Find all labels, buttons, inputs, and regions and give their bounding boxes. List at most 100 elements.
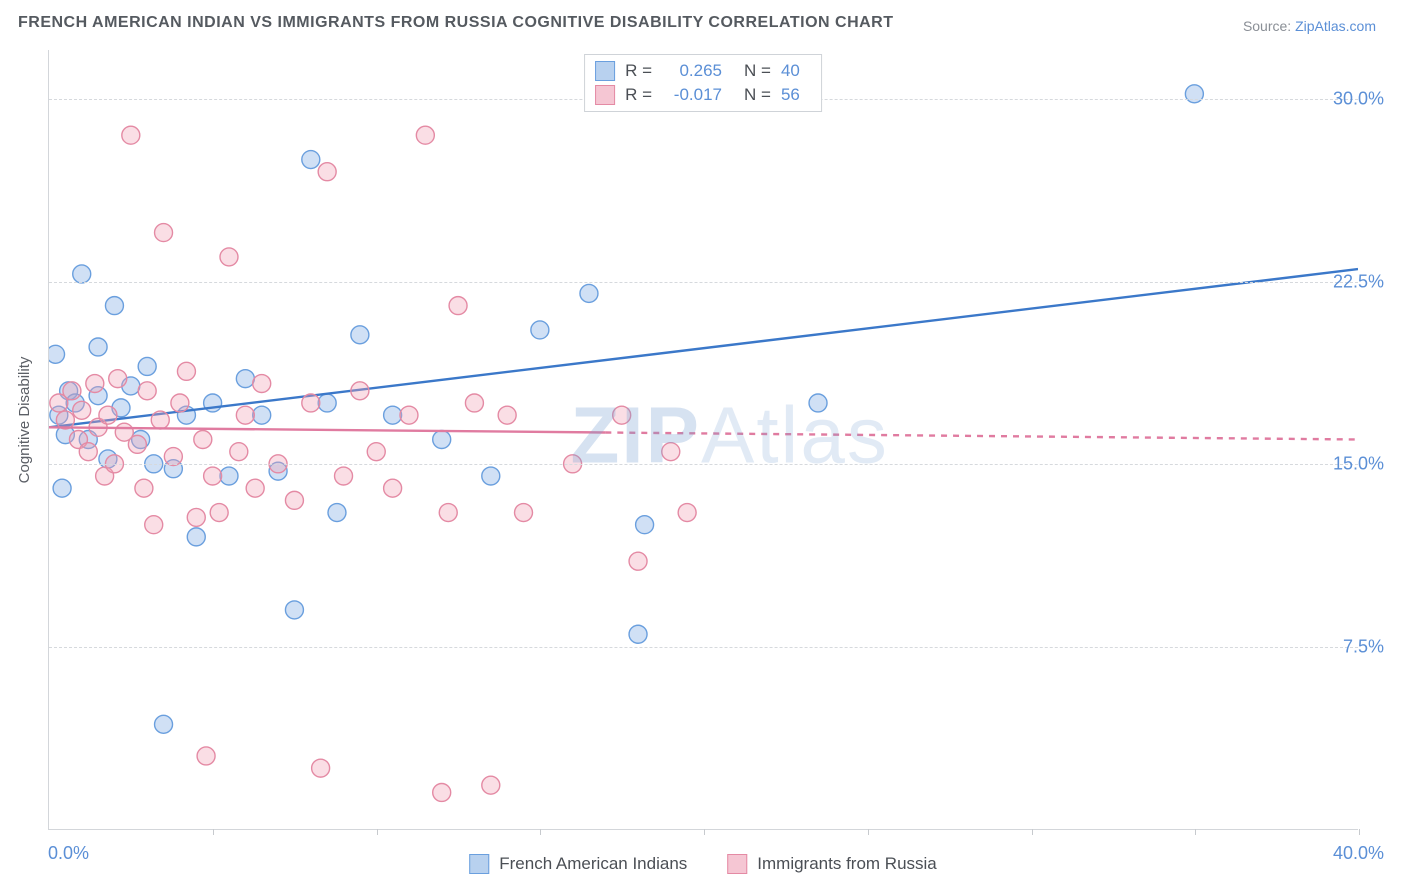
data-point [155,715,173,733]
y-tick-label: 7.5% [1343,637,1384,658]
stats-legend: R =0.265N =40R =-0.017N =56 [584,54,822,112]
data-point [86,375,104,393]
data-point [164,448,182,466]
series-legend: French American Indians Immigrants from R… [469,854,937,874]
n-label: N = [744,61,771,81]
y-tick-label: 22.5% [1333,271,1384,292]
data-point [89,338,107,356]
source-attribution: Source: ZipAtlas.com [1243,18,1376,34]
data-point [678,504,696,522]
plot-area: ZIPAtlas [48,50,1358,830]
data-point [285,491,303,509]
data-point [302,394,320,412]
r-value: 0.265 [662,61,722,81]
data-point [253,375,271,393]
data-point [384,479,402,497]
data-point [79,443,97,461]
data-point [135,479,153,497]
data-point [580,284,598,302]
data-point [99,406,117,424]
data-point [1185,85,1203,103]
r-label: R = [625,61,652,81]
source-prefix: Source: [1243,18,1295,34]
scatter-svg [49,50,1358,829]
legend-item: Immigrants from Russia [727,854,936,874]
stats-row: R =0.265N =40 [595,59,811,83]
data-point [351,382,369,400]
x-axis-min-label: 0.0% [48,843,89,864]
data-point [53,479,71,497]
data-point [312,759,330,777]
data-point [809,394,827,412]
data-point [73,401,91,419]
y-axis-label: Cognitive Disability [16,357,33,484]
data-point [465,394,483,412]
x-tick [704,829,705,835]
data-point [400,406,418,424]
data-point [351,326,369,344]
data-point [105,297,123,315]
data-point [367,443,385,461]
data-point [204,467,222,485]
series-swatch [595,61,615,81]
data-point [433,783,451,801]
data-point [230,443,248,461]
data-point [416,126,434,144]
legend-label: French American Indians [499,854,687,874]
data-point [629,625,647,643]
series-swatch [595,85,615,105]
data-point [194,431,212,449]
data-point [49,345,65,363]
data-point [63,382,81,400]
x-tick [1032,829,1033,835]
data-point [187,508,205,526]
x-tick [377,829,378,835]
data-point [482,467,500,485]
r-label: R = [625,85,652,105]
data-point [171,394,189,412]
x-tick [868,829,869,835]
series-swatch [727,854,747,874]
data-point [498,406,516,424]
data-point [138,382,156,400]
source-link[interactable]: ZipAtlas.com [1295,18,1376,34]
data-point [636,516,654,534]
x-tick [213,829,214,835]
data-point [220,248,238,266]
legend-label: Immigrants from Russia [757,854,936,874]
data-point [155,224,173,242]
data-point [246,479,264,497]
data-point [197,747,215,765]
chart-container: FRENCH AMERICAN INDIAN VS IMMIGRANTS FRO… [0,0,1406,892]
data-point [187,528,205,546]
data-point [122,126,140,144]
data-point [449,297,467,315]
data-point [439,504,457,522]
data-point [210,504,228,522]
legend-item: French American Indians [469,854,687,874]
n-value: 56 [781,85,811,105]
gridline [49,647,1358,648]
y-tick-label: 15.0% [1333,454,1384,475]
data-point [515,504,533,522]
gridline [49,282,1358,283]
series-swatch [469,854,489,874]
data-point [138,357,156,375]
chart-title: FRENCH AMERICAN INDIAN VS IMMIGRANTS FRO… [18,14,894,32]
data-point [302,151,320,169]
data-point [128,435,146,453]
n-label: N = [744,85,771,105]
r-value: -0.017 [662,85,722,105]
data-point [318,394,336,412]
data-point [236,406,254,424]
x-axis-max-label: 40.0% [1333,843,1384,864]
data-point [433,431,451,449]
data-point [482,776,500,794]
data-point [613,406,631,424]
x-tick [1195,829,1196,835]
data-point [662,443,680,461]
data-point [531,321,549,339]
data-point [220,467,238,485]
y-tick-label: 30.0% [1333,88,1384,109]
data-point [335,467,353,485]
